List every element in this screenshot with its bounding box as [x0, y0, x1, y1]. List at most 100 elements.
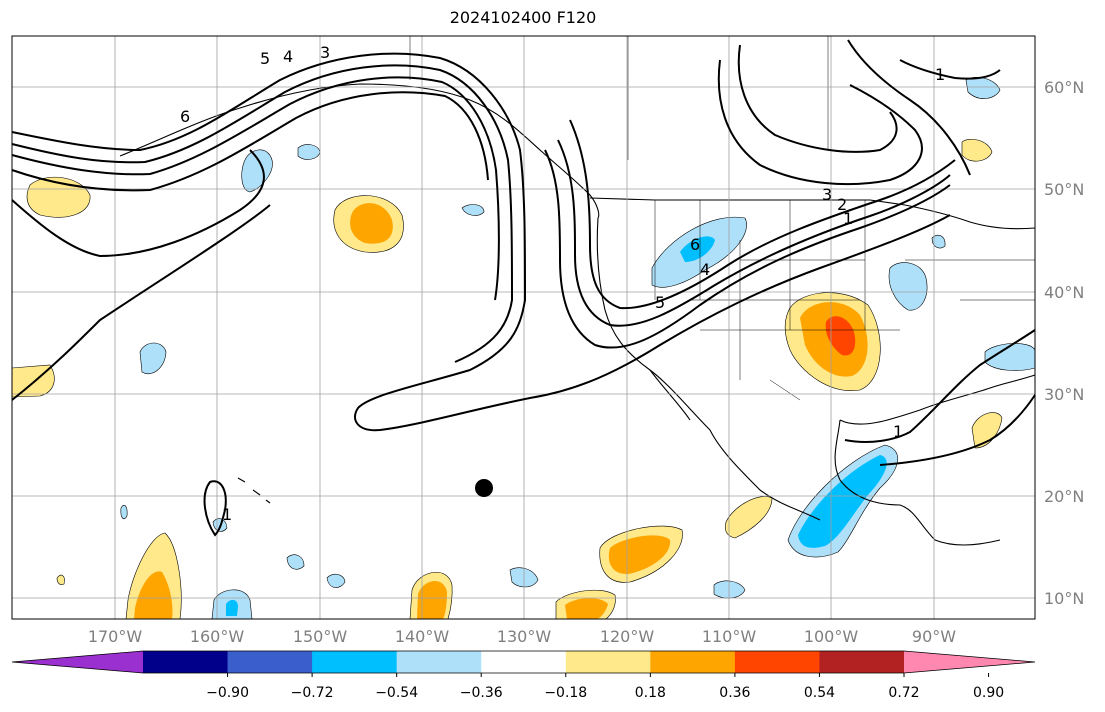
contour-line	[737, 44, 898, 153]
lat-label: 40°N	[1044, 283, 1084, 302]
longitude-labels: 170°W 160°W 150°W 140°W 130°W 120°W 110°…	[88, 627, 956, 646]
anomaly-patch	[120, 504, 128, 520]
lon-label: 130°W	[497, 627, 552, 646]
anomaly-patch	[961, 139, 993, 162]
hawaii	[237, 477, 271, 504]
anomaly-patch	[971, 412, 1003, 449]
colorbar-tick-label: −0.90	[206, 685, 249, 701]
lat-label: 30°N	[1044, 385, 1084, 404]
contour-labels: 5 4 3 6 1 3 2 1 6 4 5 1 1	[180, 43, 945, 524]
lon-label: 120°W	[600, 627, 655, 646]
contour-label: 1	[843, 209, 853, 228]
location-marker	[475, 479, 493, 497]
contour-line	[557, 139, 951, 327]
colorbar-segment	[312, 651, 398, 673]
contour-label: 4	[283, 47, 293, 66]
colorbar-segment	[143, 651, 229, 673]
contour-label: 1	[893, 422, 903, 441]
colorbar-tick-label: −0.54	[375, 685, 418, 701]
state-borders	[409, 36, 1035, 401]
lon-label: 110°W	[702, 627, 757, 646]
anomaly-patch	[724, 496, 773, 539]
anomaly-patch	[608, 535, 671, 575]
contour-lines	[11, 39, 1036, 537]
colorbar-segment	[734, 651, 820, 673]
anomaly-patch	[417, 580, 447, 619]
colorbar-tick-label: −0.72	[291, 685, 334, 701]
contour-label: 6	[690, 235, 700, 254]
anomaly-patch	[350, 203, 393, 244]
contour-line	[847, 39, 971, 176]
baja-coast	[649, 369, 691, 421]
anomaly-patch	[825, 316, 856, 356]
contour-line	[879, 394, 1036, 466]
lat-label: 10°N	[1044, 589, 1084, 608]
colorbar-tick-label: −0.18	[544, 685, 587, 701]
lon-label: 150°W	[293, 627, 348, 646]
map-background	[12, 36, 1035, 619]
alaska-coast	[119, 83, 600, 219]
contour-label: 5	[260, 49, 270, 68]
contour-line	[717, 59, 923, 186]
colorbar-tick-label: 0.90	[973, 685, 1004, 701]
colorbar: −0.90 −0.72 −0.54 −0.36 −0.18 0.18 0.36 0.54 0.7…	[11, 650, 1036, 701]
anomaly-patch	[56, 574, 65, 585]
colorbar-outline	[11, 650, 1036, 674]
contour-line	[11, 76, 500, 301]
contour-line	[11, 204, 271, 401]
lon-label: 90°W	[912, 627, 956, 646]
anomaly-patch	[134, 571, 173, 619]
contour-label: 1	[222, 505, 232, 524]
anomaly-patch	[326, 573, 346, 588]
contour-label: 4	[700, 260, 710, 279]
anomaly-patch	[713, 580, 746, 599]
contour-label: 3	[320, 43, 330, 62]
contour-line	[899, 59, 1001, 80]
map-title: 2024102400 F120	[449, 8, 597, 27]
mexico-gulf-coast	[834, 419, 1001, 546]
anomaly-patch	[297, 144, 321, 160]
anomaly-patch	[139, 342, 167, 374]
colorbar-extend-low	[12, 651, 143, 673]
lon-label: 170°W	[88, 627, 143, 646]
lat-label: 20°N	[1044, 487, 1084, 506]
lon-label: 100°W	[804, 627, 859, 646]
map-frame	[11, 35, 1036, 620]
colorbar-tick-label: 0.36	[719, 685, 750, 701]
colorbar-segment	[396, 651, 482, 673]
anomaly-patch	[565, 598, 608, 619]
lon-label: 160°W	[190, 627, 245, 646]
anomaly-patch	[798, 455, 887, 548]
contour-line	[544, 149, 951, 349]
great-lakes	[904, 204, 1036, 230]
anomaly-patch	[226, 599, 238, 616]
colorbar-segment	[819, 651, 905, 673]
contour-label: 3	[822, 185, 832, 204]
contour-line	[11, 91, 489, 192]
political-borders	[409, 36, 1035, 401]
colorbar-segment	[650, 651, 736, 673]
colorbar-tick-label: 0.72	[888, 685, 919, 701]
contour-label: 2	[837, 195, 847, 214]
colorbar-segment	[565, 651, 651, 673]
lon-label: 140°W	[395, 627, 450, 646]
contour-line	[844, 329, 1036, 443]
anomaly-patch	[461, 204, 485, 216]
latitude-labels: 60°N 50°N 40°N 30°N 20°N 10°N	[1044, 78, 1084, 608]
contour-label: 1	[935, 65, 945, 84]
anomaly-patch	[26, 176, 91, 218]
lat-label: 60°N	[1044, 78, 1084, 97]
colorbar-tick-label: 0.18	[635, 685, 666, 701]
colorbar-tick-label: 0.54	[804, 685, 835, 701]
colorbar-segment	[227, 651, 313, 673]
colorbar-tick-label: −0.36	[460, 685, 503, 701]
map-panel: 5 4 3 6 1 3 2 1 6 4 5 1 1	[11, 35, 1036, 620]
lat-label: 50°N	[1044, 180, 1084, 199]
contour-label: 5	[655, 293, 665, 312]
anomaly-patch	[286, 554, 305, 570]
contour-line	[11, 64, 514, 363]
gulf-coast	[839, 374, 1036, 425]
contour-line	[11, 52, 951, 432]
anomaly-patch	[241, 149, 273, 193]
